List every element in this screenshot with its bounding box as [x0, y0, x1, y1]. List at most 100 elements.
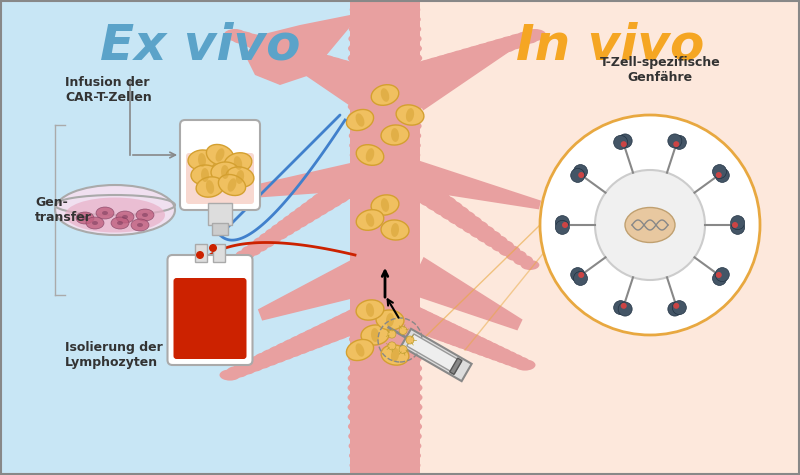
Ellipse shape — [297, 52, 331, 70]
Ellipse shape — [196, 177, 224, 197]
Circle shape — [574, 164, 587, 179]
Ellipse shape — [240, 359, 264, 372]
Ellipse shape — [506, 34, 532, 47]
Bar — [195, 244, 207, 262]
Ellipse shape — [347, 397, 422, 417]
Ellipse shape — [391, 307, 432, 329]
Ellipse shape — [348, 29, 422, 49]
Ellipse shape — [348, 407, 422, 427]
Ellipse shape — [362, 73, 407, 97]
Polygon shape — [267, 40, 373, 111]
Ellipse shape — [86, 217, 104, 229]
FancyBboxPatch shape — [401, 329, 472, 381]
Ellipse shape — [211, 162, 239, 182]
Ellipse shape — [221, 165, 229, 179]
Ellipse shape — [246, 36, 272, 50]
Ellipse shape — [288, 335, 320, 352]
Ellipse shape — [456, 48, 488, 65]
Circle shape — [570, 267, 585, 282]
Bar — [212, 223, 228, 235]
Ellipse shape — [350, 456, 421, 475]
Ellipse shape — [131, 219, 149, 231]
Ellipse shape — [482, 40, 510, 56]
Ellipse shape — [188, 150, 216, 171]
Ellipse shape — [439, 52, 474, 70]
Ellipse shape — [405, 313, 443, 333]
Circle shape — [713, 164, 726, 179]
Ellipse shape — [259, 232, 282, 244]
Polygon shape — [0, 0, 400, 475]
Ellipse shape — [625, 208, 675, 243]
Ellipse shape — [391, 128, 399, 142]
Ellipse shape — [406, 108, 414, 122]
Ellipse shape — [371, 85, 398, 105]
Ellipse shape — [464, 45, 495, 62]
Ellipse shape — [282, 48, 314, 65]
Ellipse shape — [246, 356, 272, 369]
Ellipse shape — [247, 241, 268, 252]
Ellipse shape — [381, 198, 389, 212]
Ellipse shape — [348, 349, 422, 369]
FancyBboxPatch shape — [186, 153, 254, 204]
Ellipse shape — [474, 342, 501, 357]
Circle shape — [621, 303, 626, 309]
Ellipse shape — [371, 328, 379, 342]
Ellipse shape — [430, 55, 466, 74]
Text: T-Zell-spezifische
Genfähre: T-Zell-spezifische Genfähre — [600, 56, 720, 84]
Ellipse shape — [311, 57, 348, 76]
Ellipse shape — [477, 230, 502, 243]
Ellipse shape — [294, 205, 322, 220]
Circle shape — [562, 222, 568, 228]
Circle shape — [618, 302, 632, 316]
Circle shape — [672, 135, 686, 149]
Polygon shape — [406, 257, 522, 331]
Ellipse shape — [353, 242, 418, 262]
Polygon shape — [350, 0, 420, 475]
Ellipse shape — [117, 221, 123, 225]
Ellipse shape — [470, 225, 495, 238]
Circle shape — [578, 272, 584, 278]
Ellipse shape — [267, 43, 297, 59]
Text: Infusion der
CAR-T-Zellen: Infusion der CAR-T-Zellen — [65, 76, 152, 104]
Ellipse shape — [224, 153, 252, 173]
Ellipse shape — [347, 77, 422, 97]
Ellipse shape — [218, 174, 246, 196]
Ellipse shape — [459, 336, 490, 352]
Ellipse shape — [281, 338, 312, 355]
Ellipse shape — [361, 325, 389, 345]
Ellipse shape — [322, 318, 359, 338]
Polygon shape — [245, 15, 360, 85]
Circle shape — [388, 330, 396, 338]
Ellipse shape — [426, 322, 461, 340]
Ellipse shape — [76, 212, 94, 224]
Ellipse shape — [389, 170, 425, 190]
Ellipse shape — [137, 223, 143, 227]
Bar — [213, 244, 225, 262]
Ellipse shape — [349, 436, 422, 456]
Ellipse shape — [348, 68, 390, 91]
Ellipse shape — [317, 187, 350, 205]
Ellipse shape — [524, 29, 546, 41]
Ellipse shape — [349, 329, 421, 349]
Ellipse shape — [350, 135, 421, 155]
Ellipse shape — [288, 210, 316, 225]
Ellipse shape — [323, 183, 357, 201]
Circle shape — [730, 220, 745, 234]
Ellipse shape — [348, 358, 422, 379]
Ellipse shape — [487, 348, 513, 361]
Ellipse shape — [136, 209, 154, 221]
Ellipse shape — [356, 145, 384, 165]
Ellipse shape — [238, 34, 263, 47]
Ellipse shape — [514, 360, 535, 370]
Ellipse shape — [498, 245, 520, 256]
Ellipse shape — [198, 153, 206, 167]
Ellipse shape — [111, 217, 129, 229]
Ellipse shape — [348, 368, 422, 388]
Ellipse shape — [82, 216, 88, 220]
Ellipse shape — [371, 71, 415, 94]
Ellipse shape — [433, 200, 463, 216]
Ellipse shape — [350, 145, 420, 165]
Ellipse shape — [473, 43, 502, 59]
Ellipse shape — [350, 465, 420, 475]
Text: Isolierung der
Lymphozyten: Isolierung der Lymphozyten — [65, 341, 162, 369]
